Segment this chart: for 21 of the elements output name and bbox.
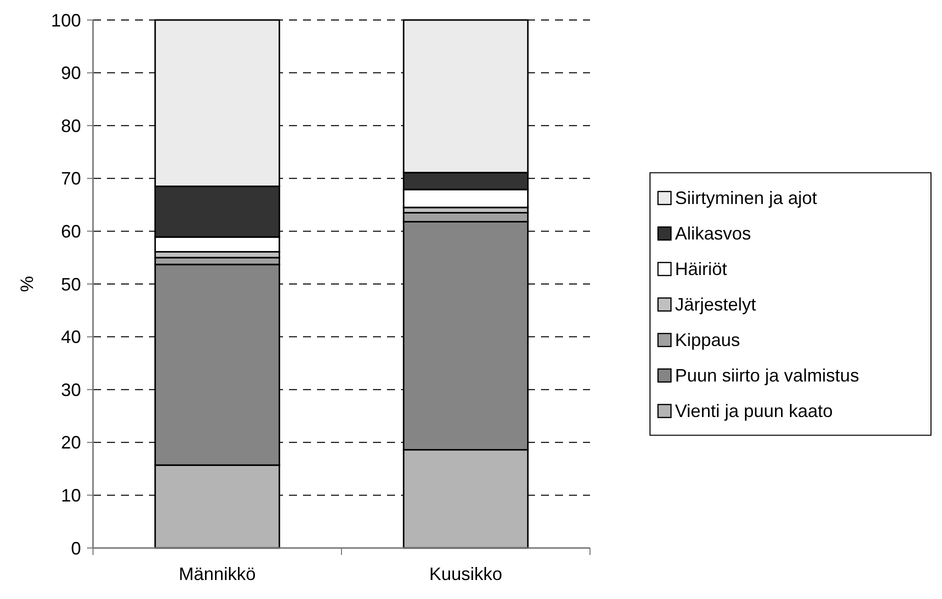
legend-label: Puun siirto ja valmistus [675, 365, 860, 386]
y-tick-label: 20 [60, 432, 81, 453]
y-tick-label: 60 [60, 222, 81, 242]
y-tick-label: 10 [60, 486, 81, 506]
x-tick-label: Männikkö [178, 564, 256, 584]
x-tick-label: Kuusikko [429, 564, 502, 584]
y-tick-label: 50 [60, 274, 81, 294]
legend-label: Järjestelyt [675, 294, 756, 314]
legend-label: Häiriöt [675, 258, 728, 279]
y-tick-label: 30 [60, 380, 81, 400]
y-tick-label: 70 [60, 168, 81, 189]
y-tick-label: 100 [50, 10, 81, 30]
y-tick-label: 0 [70, 538, 81, 558]
legend-label: Kippaus [675, 330, 740, 350]
legend-label: Siirtyminen ja ajot [675, 188, 818, 208]
y-axis-title: % [17, 276, 37, 292]
y-tick-label: 40 [60, 327, 81, 348]
y-tick-label: 90 [60, 63, 81, 84]
legend-label: Alikasvos [675, 223, 752, 244]
legend-label: Vienti ja puun kaato [675, 400, 833, 421]
y-tick-label: 80 [60, 116, 81, 136]
